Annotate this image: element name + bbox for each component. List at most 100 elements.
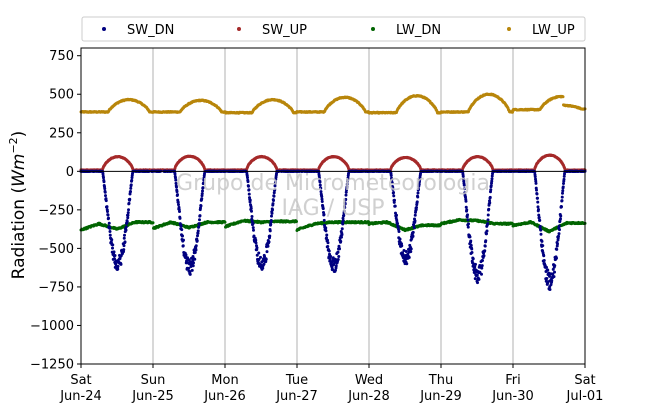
sw-dn-point <box>104 199 108 203</box>
sw-dn-point <box>264 257 268 261</box>
y-tick-label: −1000 <box>30 319 74 334</box>
x-tick-label-weekday: Fri <box>505 373 521 388</box>
sw-dn-point <box>103 190 107 194</box>
sw-dn-point <box>471 257 475 261</box>
sw-dn-point <box>101 172 105 176</box>
sw-dn-point <box>486 222 490 226</box>
sw-dn-point <box>194 244 198 248</box>
sw-dn-point <box>128 197 132 201</box>
x-tick-label-date: Jun-28 <box>347 389 390 404</box>
sw-dn-point <box>192 261 195 265</box>
sw-dn-point <box>560 205 563 209</box>
sw-dn-point <box>196 229 200 233</box>
sw-dn-point <box>486 213 490 217</box>
sw-dn-point <box>561 189 565 193</box>
x-tick-label-weekday: Sun <box>141 373 166 388</box>
sw-dn-point <box>341 222 345 226</box>
sw-dn-point <box>537 215 541 219</box>
sw-dn-point <box>553 270 556 274</box>
sw-dn-point <box>533 175 537 179</box>
sw-dn-point <box>248 198 252 202</box>
x-axis-ticks: SatJun-24SunJun-25MonJun-26TueJun-27WedJ… <box>59 364 603 404</box>
sw-dn-point <box>468 235 472 239</box>
watermark-line-2: IAG / USP <box>282 196 385 221</box>
sw-dn-point <box>470 250 474 254</box>
sw-dn-point <box>194 248 198 252</box>
sw-dn-point <box>393 198 396 202</box>
x-tick-label-date: Jun-30 <box>491 389 534 404</box>
y-tick-label: −500 <box>38 242 74 257</box>
sw-dn-point <box>268 234 272 238</box>
sw-dn-point <box>536 200 540 204</box>
sw-dn-point <box>487 207 491 211</box>
sw-dn-point <box>483 249 487 253</box>
sw-dn-point <box>536 205 540 209</box>
sw-dn-point <box>482 254 486 258</box>
sw-dn-point <box>107 221 111 225</box>
sw-dn-point <box>270 214 273 218</box>
sw-dn-point <box>182 238 185 242</box>
legend-label-sw-dn: SW_DN <box>127 23 174 38</box>
sw-dn-point <box>324 229 328 233</box>
y-axis-label-close: ) <box>9 131 29 138</box>
sw-dn-point <box>126 213 130 217</box>
sw-dn-point <box>561 185 565 189</box>
sw-dn-point <box>178 216 182 220</box>
sw-dn-point <box>188 272 192 276</box>
sw-dn-point <box>415 200 419 204</box>
sw-dn-point <box>106 213 110 217</box>
sw-dn-point <box>326 245 330 249</box>
legend-label-lw-dn: LW_DN <box>396 23 441 38</box>
x-tick-label-weekday: Tue <box>285 373 308 388</box>
sw-dn-point <box>255 246 259 250</box>
sw-dn-point <box>129 186 133 190</box>
sw-dn-point <box>191 264 195 268</box>
sw-dn-point <box>272 199 275 203</box>
legend: SW_DN SW_UP LW_DN LW_UP <box>81 16 586 42</box>
sw-dn-point <box>404 249 408 253</box>
sw-dn-point <box>409 247 413 251</box>
sw-dn-point <box>340 233 344 237</box>
sw-dn-point <box>397 230 401 234</box>
sw-dn-point <box>250 209 253 213</box>
sw-dn-point <box>199 204 203 208</box>
sw-dn-point <box>488 201 492 205</box>
sw-dn-point <box>267 240 271 244</box>
sw-dn-point <box>178 209 181 213</box>
sw-dn-point <box>190 268 194 272</box>
sw-dn-point <box>336 250 340 254</box>
sw-dn-point <box>126 211 130 215</box>
y-tick-label: −250 <box>38 203 74 218</box>
y-axis-label-math: Wm <box>9 154 29 187</box>
sw-dn-point <box>130 178 134 182</box>
x-tick-label-weekday: Sat <box>70 373 91 388</box>
sw-dn-point <box>271 208 274 212</box>
sw-dn-point <box>558 228 561 232</box>
lw-dn-point <box>223 220 227 224</box>
sw-dn-point <box>200 197 204 201</box>
sw-dn-point <box>327 249 331 253</box>
sw-dn-point <box>198 214 202 218</box>
sw-dn-point <box>400 244 404 248</box>
sw-dn-point <box>270 211 274 215</box>
sw-dn-point <box>181 244 185 248</box>
sw-dn-point <box>124 225 128 229</box>
sw-dn-point <box>538 224 542 228</box>
sw-dn-point <box>251 226 255 230</box>
sw-dn-point <box>550 279 554 283</box>
x-tick-label-weekday: Wed <box>355 373 383 388</box>
sw-dn-point <box>465 208 469 212</box>
sw-dn-point <box>548 288 552 291</box>
sw-dn-point <box>480 272 483 276</box>
legend-marker-lw-dn <box>371 27 375 31</box>
sw-dn-point <box>542 258 546 262</box>
sw-dn-point <box>104 194 107 198</box>
sw-dn-point <box>337 255 341 259</box>
sw-dn-point <box>334 264 338 268</box>
y-axis-label: Radiation (Wm−2) <box>7 131 29 280</box>
y-tick-label: 250 <box>49 126 74 141</box>
sw-dn-point <box>466 213 469 217</box>
sw-dn-point <box>542 254 546 258</box>
sw-dn-point <box>197 225 201 229</box>
